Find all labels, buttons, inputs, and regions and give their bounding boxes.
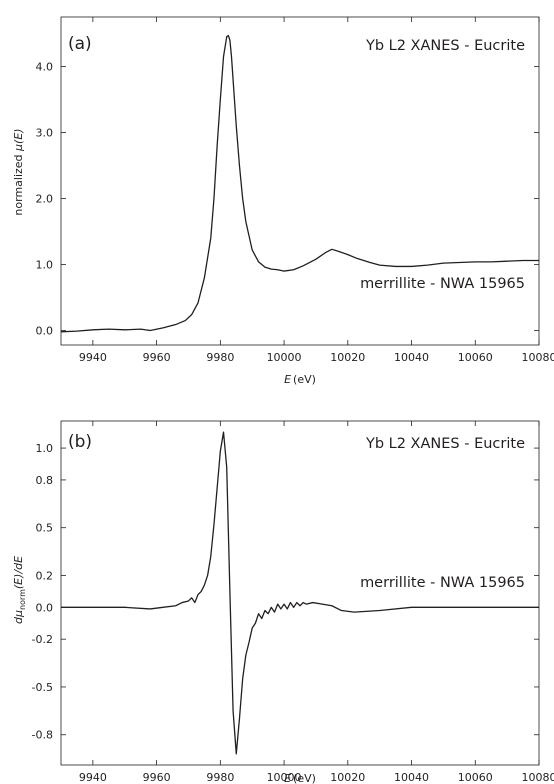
panel-a-x-tick-label: 10060 — [458, 351, 493, 364]
panel-b-y-ticks: -0.8 -0.5 -0.2 0.0 0.2 0.5 0.8 1.0 — [32, 442, 539, 742]
panel-a-x-tick-label: 10040 — [394, 351, 429, 364]
panel-b-y-tick-label: -0.2 — [32, 633, 53, 646]
panel-b-y-axis-mu: μ — [12, 610, 25, 618]
panel-a-x-tick-label: 10080 — [522, 351, 554, 364]
panel-a-x-tick-label: 9960 — [143, 351, 171, 364]
panel-a-y-tick-label: 4.0 — [36, 60, 54, 73]
panel-b-label: (b) — [68, 432, 92, 452]
panel-a-label: (a) — [68, 34, 92, 54]
panel-b-x-axis-label: E (eV) — [284, 772, 316, 784]
panel-b-x-tick-label: 10040 — [394, 771, 429, 784]
panel-b-y-tick-label: 1.0 — [36, 442, 54, 455]
panel-b-x-tick-label: 10000 — [267, 771, 302, 784]
panel-a-x-axis-unit: (eV) — [293, 373, 316, 386]
panel-b-series-annotation: merrillite - NWA 15965 — [360, 575, 525, 591]
panel-a-x-axis-label: E (eV) — [284, 373, 316, 386]
panel-b-x-tick-label: 10060 — [458, 771, 493, 784]
panel-b-x-axis-var: E — [284, 772, 291, 784]
panel-a-y-tick-label: 3.0 — [36, 126, 54, 139]
panel-b-y-tick-label: 0.0 — [36, 601, 54, 614]
panel-b-title-annotation: Yb L2 XANES - Eucrite — [365, 436, 525, 452]
panel-a-y-tick-label: 0.0 — [36, 324, 54, 337]
panel-b-series-line — [61, 431, 539, 755]
panel-b-y-tick-label: 0.8 — [36, 474, 54, 487]
panel-b-y-tick-label: 0.5 — [36, 522, 54, 535]
panel-a-x-tick-label: 10020 — [330, 351, 365, 364]
panel-a-chart: 9940 9960 9980 10000 10020 10040 10060 10080 0.… — [12, 16, 554, 386]
panel-a-y-ticks: 0.0 1.0 2.0 3.0 4.0 — [36, 60, 539, 337]
panel-b-x-tick-label: 9960 — [143, 771, 171, 784]
panel-b-y-axis-sub: norm — [18, 589, 27, 610]
panel-b-x-ticks: 9940 9960 9980 10000 10020 10040 10060 10080 — [79, 421, 554, 784]
panel-a-x-tick-label: 9980 — [206, 351, 234, 364]
panel-a-y-axis-prefix: normalized — [12, 151, 25, 216]
panel-a-y-tick-label: 2.0 — [36, 192, 54, 205]
panel-b-y-axis-label: dμnorm(E)/dE — [12, 556, 27, 624]
panel-b-y-tick-label: 0.2 — [36, 569, 54, 582]
panel-a-y-axis-label: normalized μ(E) — [12, 128, 25, 215]
panel-a-x-axis-var: E — [284, 373, 291, 386]
panel-a-y-axis-var: μ(E) — [12, 128, 25, 152]
panel-b-x-tick-label: 9980 — [206, 771, 234, 784]
panel-a-series-line — [60, 34, 539, 333]
panel-b-y-axis-d: d — [12, 616, 25, 624]
panel-a-plot-frame — [60, 16, 540, 346]
panel-b-y-axis-tail: (E)/dE — [12, 556, 25, 589]
panel-b-plot-frame — [60, 420, 540, 766]
panel-a-series-annotation: merrillite - NWA 15965 — [360, 276, 525, 292]
panel-b-y-tick-label: -0.5 — [32, 681, 53, 694]
panel-b-x-tick-label: 9940 — [79, 771, 107, 784]
panel-a-x-tick-label: 10000 — [267, 351, 302, 364]
panel-a-x-tick-label: 9940 — [79, 351, 107, 364]
panel-b-y-tick-label: -0.8 — [32, 729, 53, 742]
panel-b-x-axis-unit: (eV) — [293, 772, 316, 784]
panel-a-title-annotation: Yb L2 XANES - Eucrite — [365, 38, 525, 54]
panel-b-x-tick-label: 10020 — [330, 771, 365, 784]
panel-a-x-ticks: 9940 9960 9980 10000 10020 10040 10060 10080 — [79, 17, 554, 364]
panel-b-chart: 9940 9960 9980 10000 10020 10040 10060 10080 -0… — [12, 420, 554, 784]
panel-a-y-tick-label: 1.0 — [36, 258, 54, 271]
panel-b-x-tick-label: 10080 — [522, 771, 554, 784]
